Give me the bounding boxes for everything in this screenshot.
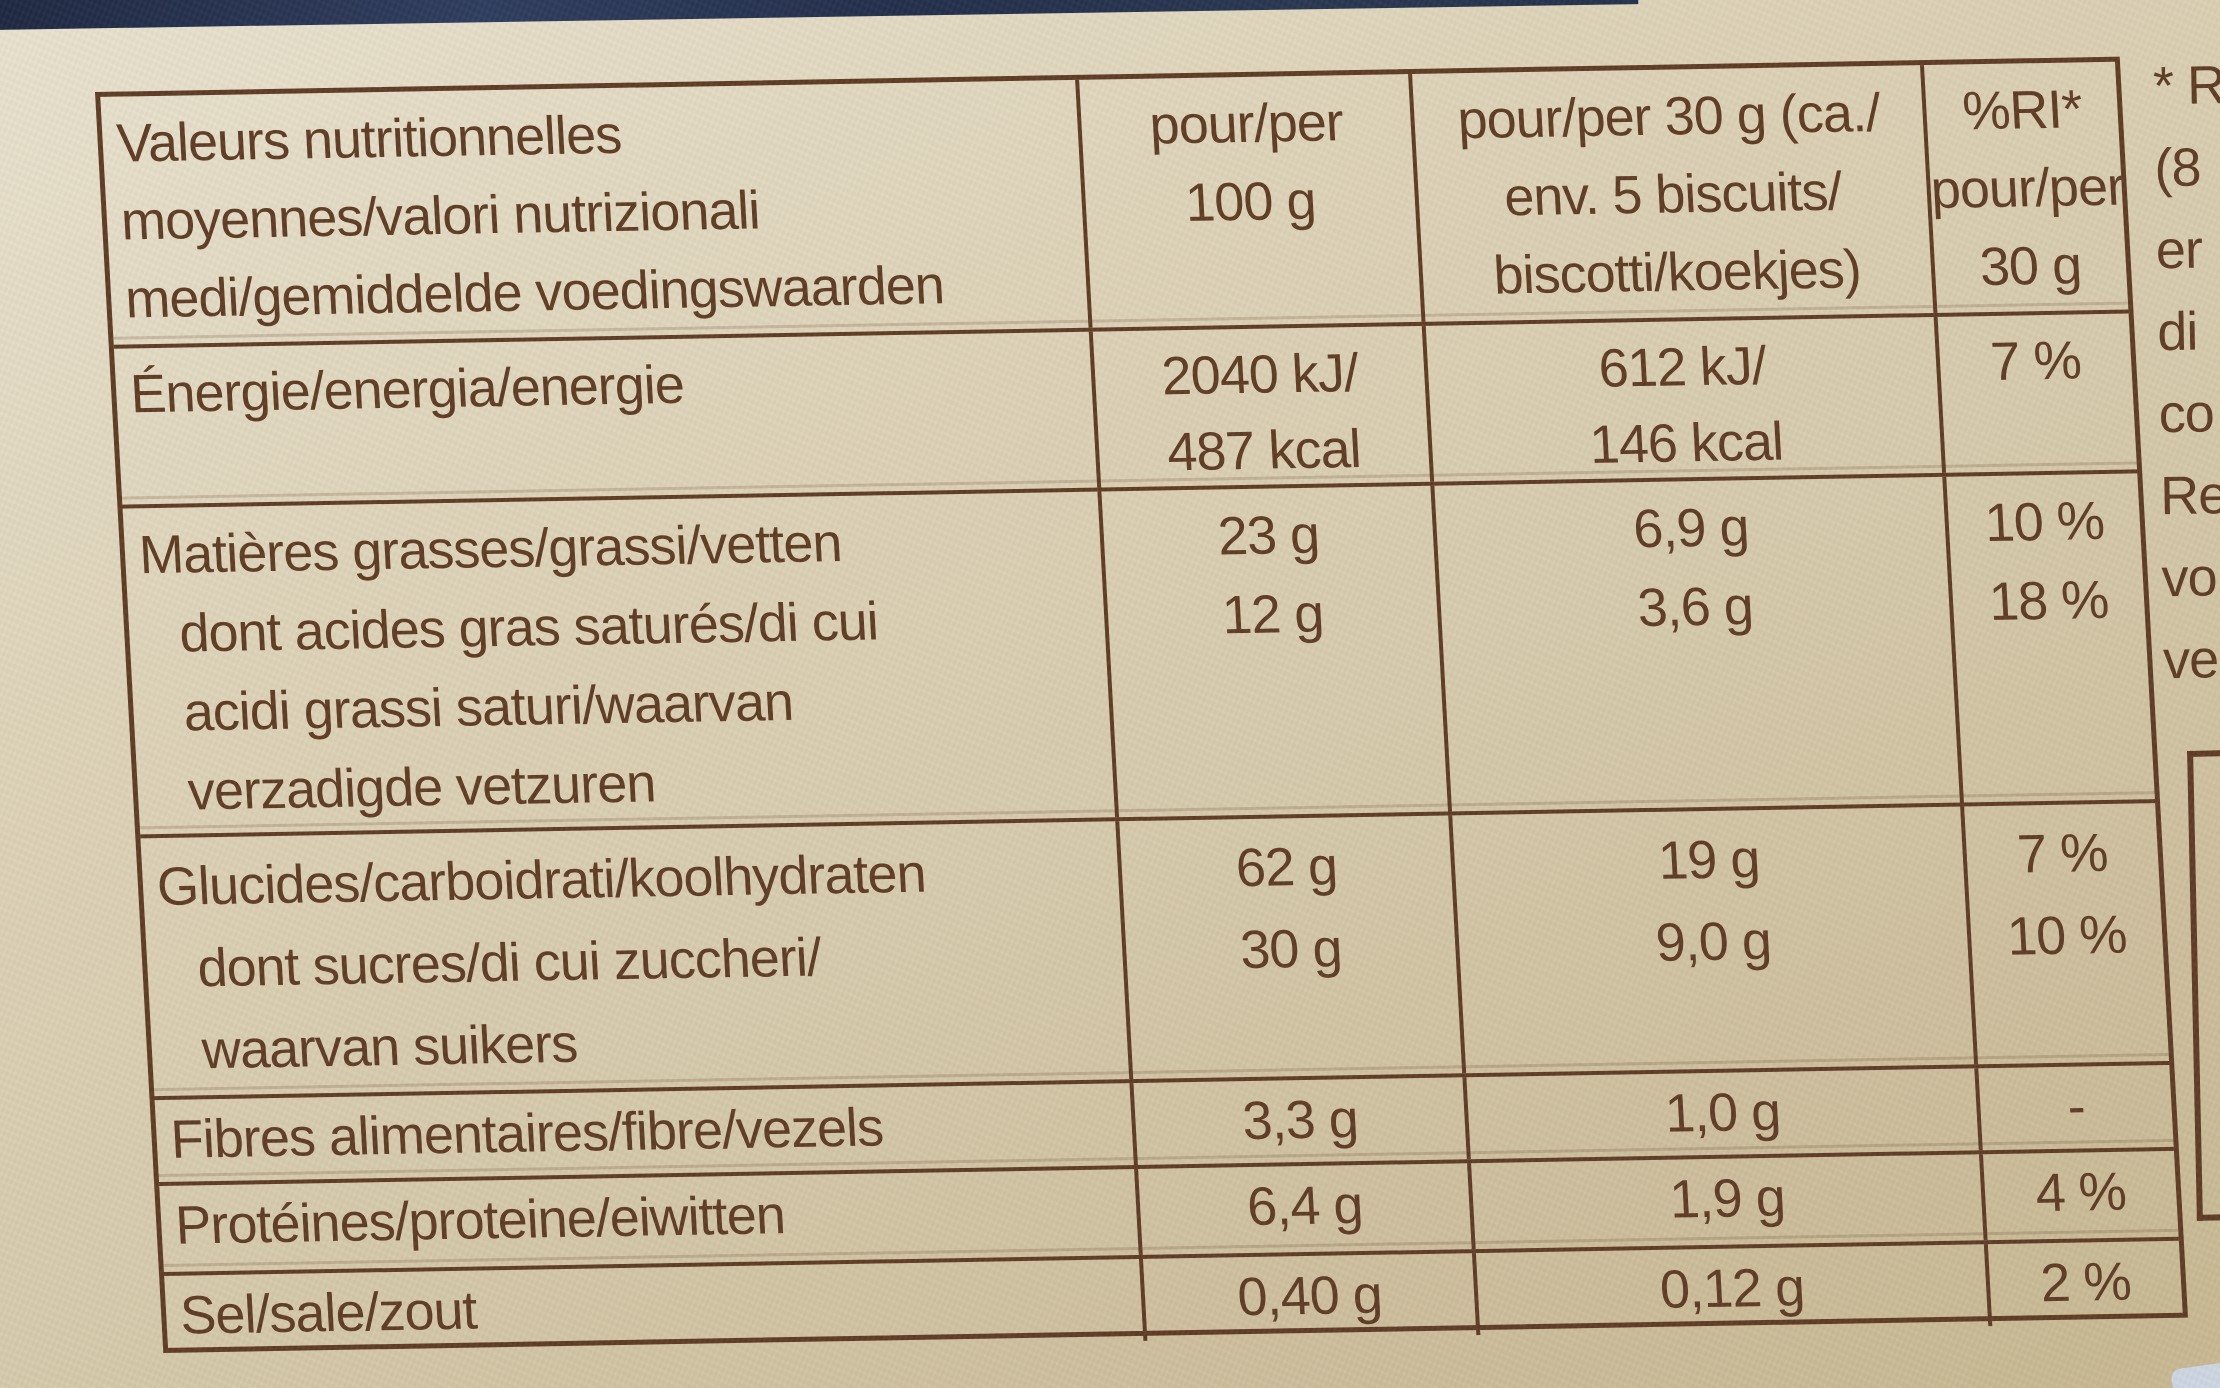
fat-per-100g-cell-line: 12 g	[1220, 583, 1325, 646]
header-ri-cell-line: 30 g	[1978, 235, 2083, 298]
carbohydrates-per-100g-cell-line: 62 g	[1234, 836, 1339, 899]
fat-ri-cell: 10 % 18 %	[1942, 473, 2155, 803]
fibre-ri-cell: -	[1974, 1064, 2174, 1151]
nutrition-table-border: Valeurs nutritionnelles moyennes/valori n…	[95, 56, 2188, 1358]
energy-ri-cell-line: 7 %	[1988, 330, 2083, 392]
header-ri-cell-line: pour/per	[1929, 156, 2126, 220]
salt-label-cell-line: Sel/sale/zout	[178, 1280, 479, 1346]
fat-per-100g-cell: 23 g 12 g	[1097, 485, 1449, 818]
salt-ri-cell-line: 2 %	[2038, 1251, 2133, 1314]
carbohydrates-ri-cell-line: 7 %	[2015, 823, 2109, 885]
salt-per-30g-cell: 0,12 g	[1471, 1244, 1989, 1336]
carbohydrates-label-cell-line: waarvan suikers	[200, 1013, 579, 1081]
protein-per-100g-cell-line: 6,4 g	[1245, 1175, 1364, 1238]
carbohydrates-label-cell: Glucides/carboidrati/koolhydraten dont su…	[140, 821, 1129, 1096]
footnote-fragments: * R (8 er di co Re vo ve	[2152, 43, 2220, 702]
protein-ri-cell: 4 %	[1978, 1150, 2179, 1241]
energy-per-100g-cell-line: 2040 kJ/	[1160, 343, 1360, 407]
salt-ri-cell: 2 %	[1983, 1240, 2184, 1327]
carbohydrates-per-100g-cell-line: 30 g	[1238, 918, 1344, 981]
fat-per-30g-cell-line: 6,9 g	[1631, 497, 1751, 560]
header-per-100g-cell: pour/per 100 g	[1075, 74, 1422, 328]
corner-highlight	[2170, 1362, 2220, 1388]
fibre-per-100g-cell-line: 3,3 g	[1240, 1089, 1360, 1152]
fat-per-30g-cell: 6,9 g 3,6 g	[1430, 476, 1960, 812]
fat-ri-cell-line: 10 %	[1983, 491, 2106, 554]
salt-per-100g-cell-line: 0,40 g	[1235, 1264, 1384, 1328]
carbohydrates-per-30g-cell-line: 9,0 g	[1654, 910, 1773, 973]
salt-label-cell: Sel/sale/zout	[164, 1259, 1143, 1358]
energy-label-cell: Énergie/energia/energie	[114, 332, 1097, 505]
header-ri-cell-line: %RI*	[1960, 79, 2084, 142]
fat-per-100g-cell-line: 23 g	[1216, 504, 1321, 567]
carbohydrates-per-100g-cell: 62 g 30 g	[1115, 815, 1463, 1080]
header-per-30g-cell: pour/per 30 g (ca./ env. 5 biscuits/bisco…	[1408, 65, 1934, 322]
header-per-30g-cell-line: pour/per 30 g (ca./	[1455, 82, 1882, 151]
footnote-fragment: di	[2156, 301, 2198, 363]
footnote-fragment: Re	[2159, 465, 2220, 527]
protein-per-30g-cell-line: 1,9 g	[1668, 1167, 1787, 1230]
footnote-fragment: er	[2155, 219, 2203, 281]
table-row-fat: Matières grasses/grassi/vetten dont acide…	[122, 469, 2155, 835]
salt-per-30g-cell-line: 0,12 g	[1658, 1257, 1806, 1320]
energy-per-30g-cell-line: 612 kJ/	[1596, 335, 1768, 399]
footnote-fragment: ve	[2162, 629, 2219, 691]
salt-per-100g-cell: 0,40 g	[1138, 1253, 1477, 1341]
energy-ri-cell: 7 %	[1933, 313, 2138, 473]
table-header-row: Valeurs nutritionnelles moyennes/valori n…	[100, 61, 2129, 345]
header-per-30g-cell-line: env. 5 biscuits/	[1502, 161, 1843, 228]
fibre-ri-cell-line: -	[2065, 1076, 2087, 1137]
header-per-100g-cell-line: pour/per	[1147, 92, 1345, 156]
header-per-30g-cell-line: biscotti/koekjes)	[1491, 239, 1863, 306]
header-label-cell: Valeurs nutritionnelles moyennes/valori n…	[100, 80, 1088, 345]
footnote-fragment: (8	[2153, 137, 2201, 199]
adjacent-panel-box	[2187, 749, 2220, 1221]
fibre-label-cell-line: Fibres alimentaires/fibre/vezels	[169, 1097, 885, 1170]
carbohydrates-ri-cell: 7 % 10 %	[1960, 803, 2170, 1065]
fat-label-cell: Matières grasses/grassi/vetten dont acide…	[123, 492, 1115, 835]
fat-per-30g-cell-line: 3,6 g	[1635, 576, 1755, 639]
carbohydrates-ri-cell-line: 10 %	[2005, 904, 2128, 967]
footnote-fragment: * R	[2152, 55, 2220, 117]
header-ri-cell: %RI* pour/per 30 g	[1919, 61, 2129, 313]
footnote-fragment: vo	[2161, 547, 2218, 609]
fat-ri-cell-line: 18 %	[1987, 569, 2110, 632]
protein-ri-cell-line: 4 %	[2033, 1161, 2128, 1224]
energy-per-30g-cell: 612 kJ/146 kcal	[1421, 316, 1943, 482]
header-per-100g-cell-line: 100 g	[1183, 170, 1318, 233]
energy-per-100g-cell: 2040 kJ/487 kcal	[1088, 325, 1431, 488]
footnote-fragment: co	[2158, 383, 2215, 445]
energy-label-cell-line: Énergie/energia/energie	[128, 354, 686, 425]
fibre-per-30g-cell-line: 1,0 g	[1663, 1081, 1782, 1144]
carbohydrates-per-30g-cell: 19 g 9,0 g	[1448, 806, 1975, 1074]
table-row-carbohydrates: Glucides/carboidrati/koolhydraten dont su…	[140, 799, 2170, 1097]
carbohydrates-per-30g-cell-line: 19 g	[1656, 829, 1761, 891]
nutrition-table: Valeurs nutritionnelles moyennes/valori n…	[95, 56, 2188, 1358]
background-top-band	[0, 0, 1639, 30]
